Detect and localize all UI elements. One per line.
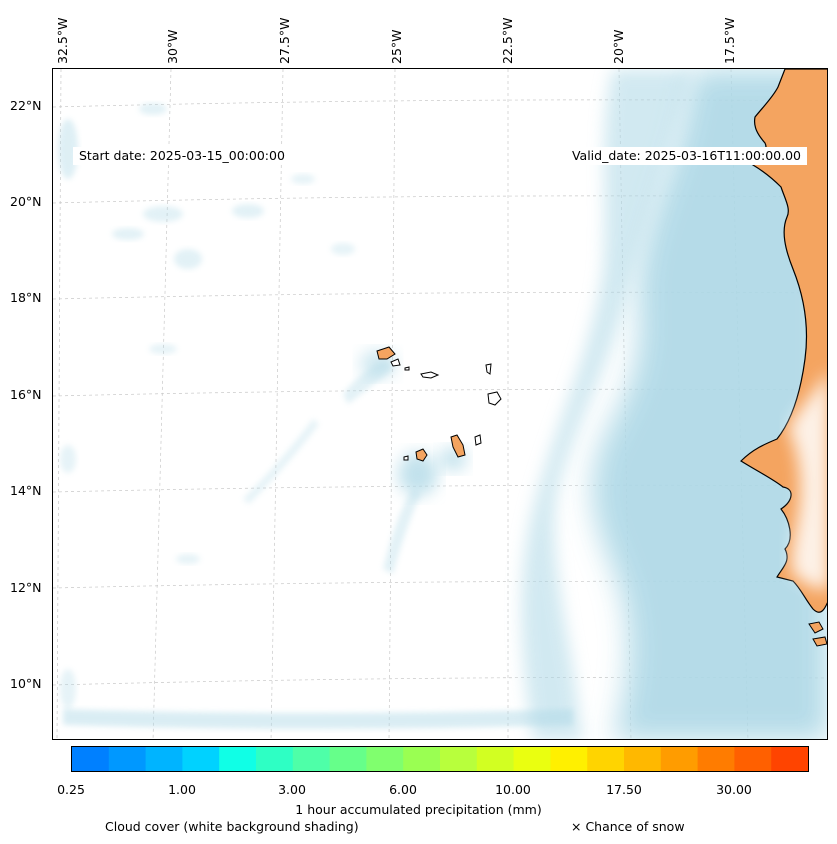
- lat-label-22n: 22°N: [10, 98, 42, 113]
- colorbar-swatches: [72, 747, 809, 771]
- colorbar-swatch: [182, 747, 220, 771]
- colorbar-swatch: [108, 747, 147, 771]
- lat-label-20n: 20°N: [10, 194, 42, 209]
- colorbar-swatch: [366, 747, 404, 771]
- lon-label-32-5w: 32.5°W: [55, 17, 70, 64]
- colorbar-swatch: [587, 747, 625, 771]
- colorbar-swatch: [403, 747, 441, 771]
- lat-label-18n: 18°N: [10, 290, 42, 305]
- lon-label-27-5w: 27.5°W: [277, 17, 292, 64]
- colorbar-swatch: [440, 747, 478, 771]
- lon-label-20w: 20°W: [611, 29, 626, 64]
- lat-label-12n: 12°N: [10, 580, 42, 595]
- map-canvas: [53, 69, 827, 739]
- lat-label-10n: 10°N: [10, 676, 42, 691]
- colorbar-swatch: [476, 747, 515, 771]
- colorbar-swatch: [292, 747, 331, 771]
- cape-verde-islands: [376, 346, 502, 462]
- colorbar-swatch: [513, 747, 551, 771]
- valid-date-label: Valid_date: 2025-03-16T11:00:00.00: [565, 147, 807, 165]
- precipitation-colorbar: [71, 746, 809, 772]
- colorbar-swatch: [329, 747, 367, 771]
- lon-label-17-5w: 17.5°W: [722, 17, 737, 64]
- cloud-cover: [58, 69, 827, 739]
- map-panel[interactable]: Start date: 2025-03-15_00:00:00 Valid_da…: [52, 68, 828, 740]
- colorbar-tick-0: 0.25: [57, 782, 85, 797]
- colorbar-swatch: [734, 747, 772, 771]
- lon-label-25w: 25°W: [389, 29, 404, 64]
- cloud-cover-note: Cloud cover (white background shading): [105, 819, 359, 834]
- lon-label-30w: 30°W: [165, 29, 180, 64]
- colorbar-swatch: [72, 747, 110, 771]
- colorbar-swatch: [660, 747, 699, 771]
- colorbar-swatch: [624, 747, 662, 771]
- colorbar-tick-1: 1.00: [168, 782, 196, 797]
- colorbar-swatch: [550, 747, 588, 771]
- colorbar-tick-6: 30.00: [716, 782, 752, 797]
- start-date-label: Start date: 2025-03-15_00:00:00: [73, 147, 291, 165]
- lon-label-22-5w: 22.5°W: [500, 17, 515, 64]
- colorbar-swatch: [219, 747, 257, 771]
- bissagos-islands: [808, 621, 827, 647]
- lat-label-16n: 16°N: [10, 387, 42, 402]
- colorbar-label: 1 hour accumulated precipitation (mm): [295, 802, 542, 817]
- colorbar-swatch: [697, 747, 735, 771]
- lat-label-14n: 14°N: [10, 483, 42, 498]
- colorbar-tick-4: 10.00: [495, 782, 531, 797]
- colorbar-tick-3: 6.00: [389, 782, 417, 797]
- colorbar-swatch: [145, 747, 183, 771]
- colorbar-swatch: [256, 747, 294, 771]
- colorbar-tick-2: 3.00: [278, 782, 306, 797]
- snow-chance-note: × Chance of snow: [571, 819, 685, 834]
- colorbar-swatch: [771, 747, 809, 771]
- colorbar-tick-5: 17.50: [606, 782, 642, 797]
